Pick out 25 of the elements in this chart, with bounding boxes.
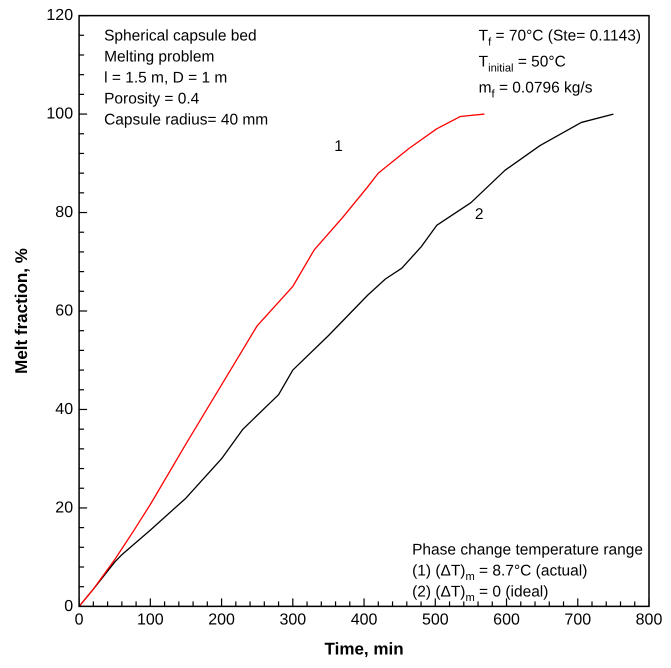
annotation: Porosity = 0.4 bbox=[104, 90, 200, 108]
y-tick-label: 60 bbox=[55, 302, 74, 320]
x-tick-label: 200 bbox=[208, 611, 236, 628]
y-tick-label: 100 bbox=[46, 105, 74, 122]
annotation: Capsule radius= 40 mm bbox=[104, 112, 268, 129]
y-tick-label: 120 bbox=[46, 7, 74, 24]
annotation: Melting problem bbox=[104, 48, 214, 66]
x-tick-label: 700 bbox=[564, 611, 592, 628]
x-tick-label: 100 bbox=[136, 611, 164, 628]
x-tick-label: 800 bbox=[636, 611, 662, 628]
x-tick-label: 600 bbox=[493, 611, 520, 628]
y-axis-title: Melt fraction, % bbox=[12, 248, 31, 374]
y-tick-label: 0 bbox=[64, 598, 74, 615]
annotation: Spherical capsule bed bbox=[104, 28, 257, 45]
x-tick-label: 400 bbox=[350, 611, 378, 628]
annotation: l = 1.5 m, D = 1 m bbox=[104, 70, 228, 87]
text: 1 bbox=[334, 138, 343, 155]
annotation: Phase change temperature range bbox=[412, 541, 644, 558]
x-tick-label: 300 bbox=[279, 611, 306, 628]
y-tick-label: 40 bbox=[55, 400, 74, 418]
y-tick-label: 80 bbox=[55, 204, 74, 221]
y-tick-label: 20 bbox=[55, 499, 74, 516]
series-label: 2 bbox=[474, 206, 484, 223]
x-axis-title: Time, min bbox=[324, 639, 404, 658]
x-tick-label: 500 bbox=[422, 611, 449, 628]
